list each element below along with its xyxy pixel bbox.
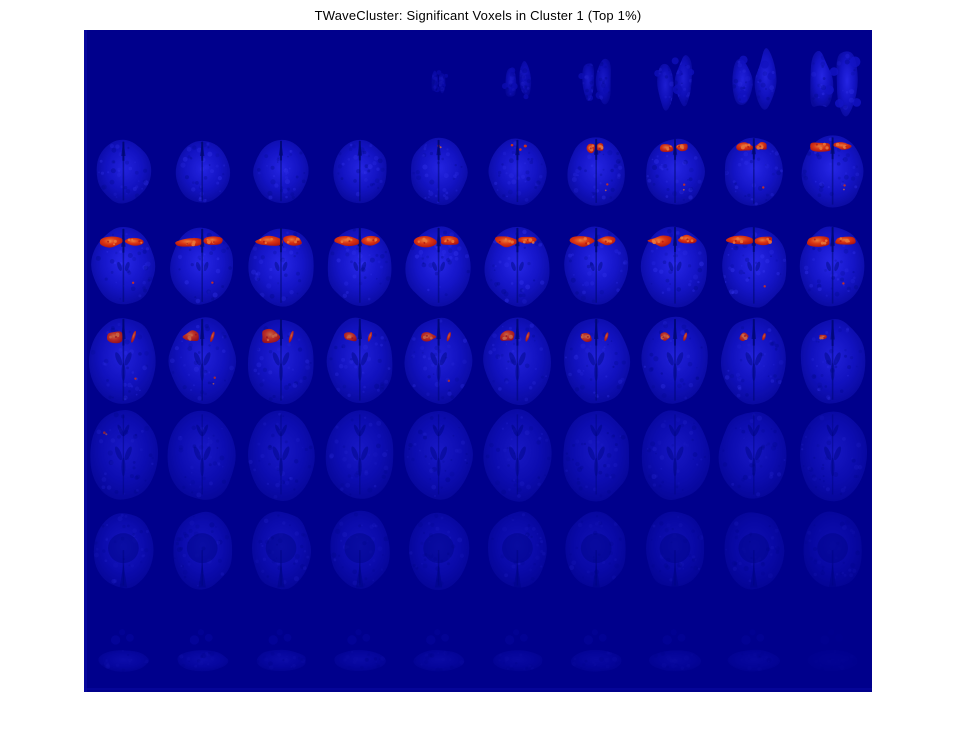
brain-slice [325,410,394,499]
brain-slice [640,226,708,308]
significant-voxel-cluster [343,331,373,342]
significant-voxel-cluster [569,236,616,247]
axes-canvas [84,30,872,692]
significant-voxel-cluster [494,236,537,248]
brain-slice [404,317,473,405]
brain-slice [799,226,865,307]
brain-slice [578,58,611,105]
brain-slice [807,635,858,672]
brain-slice [253,139,309,204]
brain-slice [564,318,631,404]
brain-slice [483,409,552,502]
significant-voxel-cluster [510,143,527,151]
brain-slice [256,629,306,672]
significant-voxel-cluster [647,234,697,247]
brain-slice [483,317,551,406]
significant-voxel-cluster [106,330,137,380]
brain-slice [488,511,547,588]
brain-slice [411,137,468,206]
significant-voxel-cluster [334,235,380,247]
brain-slice [722,227,787,308]
brain-slice [248,410,315,502]
brain-slice [732,48,777,110]
significant-voxel-cluster [660,332,688,342]
brain-slice [431,70,449,94]
brain-slice [641,316,708,404]
significant-voxel-cluster [725,235,773,288]
significant-voxel-cluster [182,330,216,385]
brain-slice [334,629,386,672]
brain-slice [168,317,237,405]
figure-title: TWaveCluster: Significant Voxels in Clus… [314,8,642,23]
significant-voxel-cluster [580,332,609,342]
brain-slice [404,410,473,500]
significant-voxel-cluster [819,334,827,340]
brain-slice [98,629,149,672]
significant-voxel-cluster [99,236,144,284]
brain-slice [724,137,783,206]
brain-slice [93,513,154,589]
brain-slice [727,629,781,672]
brain-montage-svg [89,48,868,672]
significant-voxel-cluster [255,235,302,246]
brain-slice [646,511,705,587]
brain-slice [177,629,229,672]
brain-slice [173,511,233,590]
brain-slice [327,227,392,307]
brain-slice [563,410,629,502]
brain-slice [248,228,314,307]
brain-slice [90,410,159,500]
significant-voxel-cluster [736,141,767,189]
brain-slice [646,138,705,205]
significant-voxel-cluster [421,332,451,383]
brain-slice [413,629,465,672]
significant-voxel-cluster [586,143,609,192]
brain-slice [801,135,864,208]
brain-slice [493,629,543,672]
significant-voxel-cluster [175,236,223,284]
brain-slice [91,226,156,305]
significant-voxel-cluster [413,235,459,248]
brain-slice [649,629,702,672]
brain-slice [800,319,866,404]
brain-slice [502,60,532,100]
brain-slice [484,226,550,307]
brain-slice [803,511,862,588]
brain-slice [570,629,622,672]
brain-slice [567,137,625,206]
brain-slice [333,139,387,204]
significant-voxel-cluster [739,332,766,342]
brain-slice [326,317,393,404]
significant-voxel-cluster [810,142,852,191]
brain-slice [565,511,626,588]
brain-slice [718,411,787,499]
montage-left-edge-artifact [84,30,87,692]
brain-slice [252,511,312,590]
brain-slice [167,410,236,500]
brain-slice [405,226,471,307]
brain-slice [641,410,711,500]
brain-slice [330,510,390,589]
brain-slice [247,319,314,405]
brain-slice [96,139,152,204]
brain-slice [89,318,156,404]
brain-slice [810,50,862,117]
brain-slice [175,140,231,203]
brain-slice [654,55,695,111]
brain-slice [800,411,868,502]
brain-slice [720,317,786,405]
brain-slice [170,227,234,305]
significant-voxel-cluster [103,431,108,436]
significant-voxel-cluster [659,143,688,191]
montage-bottom-edge-artifact [84,688,872,690]
brain-slice [409,512,470,591]
brain-slice [724,512,785,590]
brain-slice [564,226,629,305]
significant-voxel-cluster [500,330,530,342]
significant-voxel-cluster [262,328,294,344]
significant-voxel-cluster [806,236,856,285]
brain-slice [488,138,547,206]
